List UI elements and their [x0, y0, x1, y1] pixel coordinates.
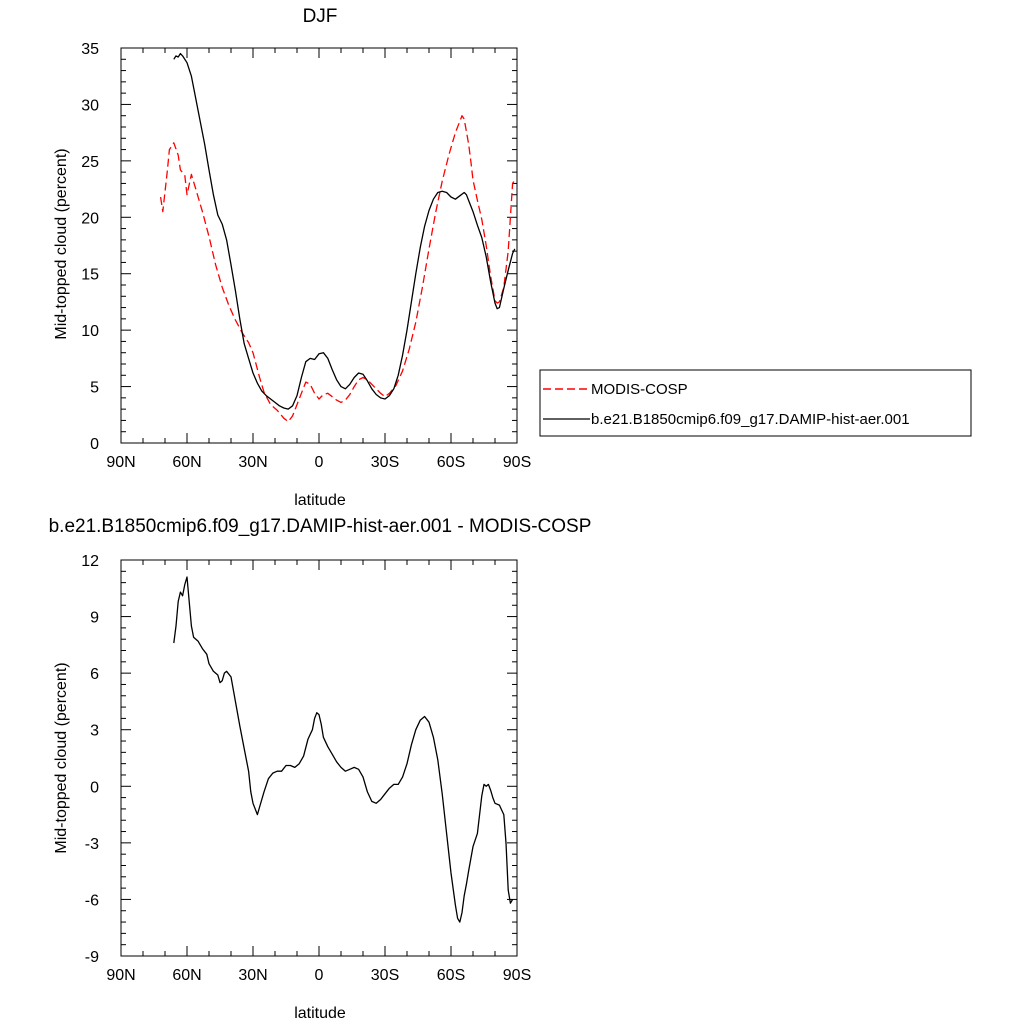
top-x-tick-label: 30S — [371, 454, 399, 471]
top-plot-frame — [120, 47, 518, 444]
bottom-x-axis-label: latitude — [294, 1005, 346, 1022]
bottom-plot-area: 90N 60N 30N 0 30S 60S 90S -9 -6 -3 0 3 6 9 12 — [81, 553, 531, 984]
bottom-plot-frame — [120, 559, 518, 957]
top-x-axis-label: latitude — [294, 492, 346, 509]
top-plot-area: 90N 60N 30N 0 30S 60S 90S 0 5 10 15 20 25 30 35 — [81, 41, 531, 471]
top-chart: DJF 90N 60N 30N 0 30S 60S 90S 0 5 10 15 20 25 30 35 la… — [53, 6, 972, 509]
bottom-y-tick-label: 6 — [90, 666, 99, 683]
top-y-tick-label: 0 — [90, 436, 99, 453]
top-y-tick-label: 20 — [81, 210, 99, 227]
bottom-y-tick-label: -6 — [85, 892, 99, 909]
bottom-y-axis-label: Mid-topped cloud (percent) — [53, 662, 70, 853]
bottom-chart-title: b.e21.B1850cmip6.f09_g17.DAMIP-hist-aer.… — [49, 516, 592, 537]
legend-label-model: b.e21.B1850cmip6.f09_g17.DAMIP-hist-aer.… — [591, 411, 910, 428]
top-y-tick-label: 35 — [81, 41, 99, 58]
legend-box — [539, 369, 972, 437]
top-legend: MODIS-COSP b.e21.B1850cmip6.f09_g17.DAMI… — [539, 369, 972, 437]
top-series-line-modis-cosp — [159, 115, 516, 423]
bottom-chart: b.e21.B1850cmip6.f09_g17.DAMIP-hist-aer.… — [49, 516, 592, 1022]
top-y-tick-label: 30 — [81, 97, 99, 114]
top-y-tick-label: 5 — [90, 380, 99, 397]
bottom-y-tick-label: 9 — [90, 610, 99, 627]
top-x-tick-label: 30N — [238, 454, 267, 471]
bottom-x-tick-label: 60N — [172, 967, 201, 984]
bottom-x-tick-label: 60S — [437, 967, 465, 984]
top-x-tick-label: 60N — [172, 454, 201, 471]
bottom-x-tick-label: 30N — [238, 967, 267, 984]
bottom-y-tick-label: -9 — [85, 949, 99, 966]
top-x-tick-label: 0 — [315, 454, 324, 471]
bottom-y-tick-label: 12 — [81, 553, 99, 570]
top-y-tick-label: 25 — [81, 154, 99, 171]
bottom-y-tick-label: 0 — [90, 779, 99, 796]
bottom-series-line-0 — [173, 576, 514, 923]
top-x-tick-label: 60S — [437, 454, 465, 471]
bottom-y-tick-label: 3 — [90, 723, 99, 740]
bottom-x-tick-label: 90S — [503, 967, 531, 984]
bottom-x-tick-label: 0 — [315, 967, 324, 984]
top-y-tick-label: 15 — [81, 267, 99, 284]
top-x-tick-label: 90S — [503, 454, 531, 471]
top-series-line-b-e21-b1850cmip6-f09-g17-damip-hist-aer-001 — [173, 52, 516, 410]
top-x-tick-label: 90N — [106, 454, 135, 471]
bottom-y-tick-label: -3 — [85, 836, 99, 853]
top-y-tick-label: 10 — [81, 323, 99, 340]
legend-label-modis-cosp: MODIS-COSP — [591, 381, 688, 398]
top-y-axis-label: Mid-topped cloud (percent) — [53, 148, 70, 339]
bottom-x-tick-label: 30S — [371, 967, 399, 984]
top-chart-title: DJF — [303, 6, 338, 27]
bottom-x-tick-label: 90N — [106, 967, 135, 984]
